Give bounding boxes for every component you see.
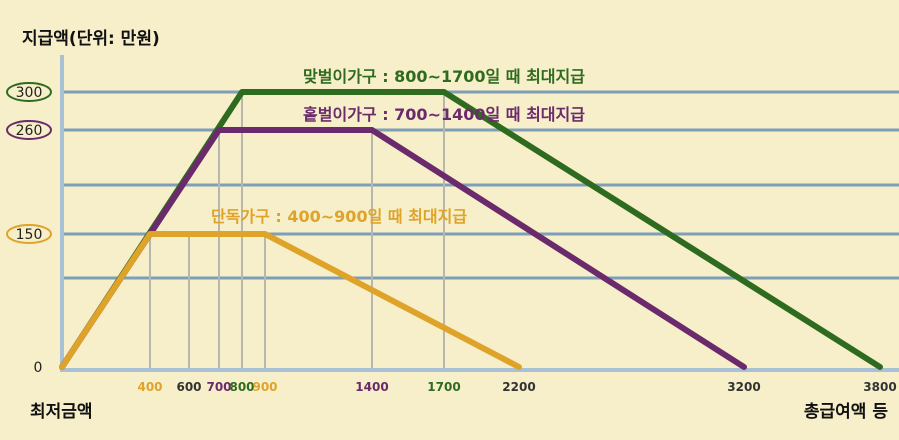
x-tick-label: 1400	[355, 380, 388, 394]
x-tick-label: 800	[229, 380, 254, 394]
x-tick-label: 3800	[863, 380, 896, 394]
y-ticks: 300 260 150 0	[6, 82, 52, 376]
series-line-dual-income	[59, 89, 883, 370]
x-axis-right-label: 총급여액 등	[804, 402, 888, 422]
axes	[60, 55, 899, 372]
series-label-dual-income: 맞벌이가구 : 800~1700일 때 최대지급	[303, 67, 585, 86]
series-lines	[59, 89, 883, 370]
x-tick-label: 600	[176, 380, 201, 394]
y-tick-circle	[6, 224, 52, 244]
x-tick-label: 900	[252, 380, 277, 394]
x-tick-label: 3200	[727, 380, 760, 394]
series-label-single-person: 단독가구 : 400~900일 때 최대지급	[211, 207, 467, 226]
series-line-single-income	[59, 127, 747, 370]
y-tick-circle	[6, 82, 52, 102]
y-tick-label: 260	[16, 123, 43, 139]
x-tick-label: 2200	[502, 380, 535, 394]
x-axis-left-label: 최저금액	[30, 402, 93, 422]
series-label-single-income: 홑벌이가구 : 700~1400일 때 최대지급	[303, 105, 585, 124]
x-tick-label: 400	[137, 380, 162, 394]
x-tick-label: 700	[206, 380, 231, 394]
y-tick-label: 300	[16, 85, 43, 101]
y-axis-title: 지급액(단위: 만원)	[22, 29, 160, 49]
y-tick-label: 150	[16, 227, 43, 243]
series-line-single-person	[59, 231, 522, 370]
y-tick-label: 0	[34, 360, 43, 376]
x-tick-label: 1700	[427, 380, 460, 394]
y-tick-circle	[6, 120, 52, 140]
